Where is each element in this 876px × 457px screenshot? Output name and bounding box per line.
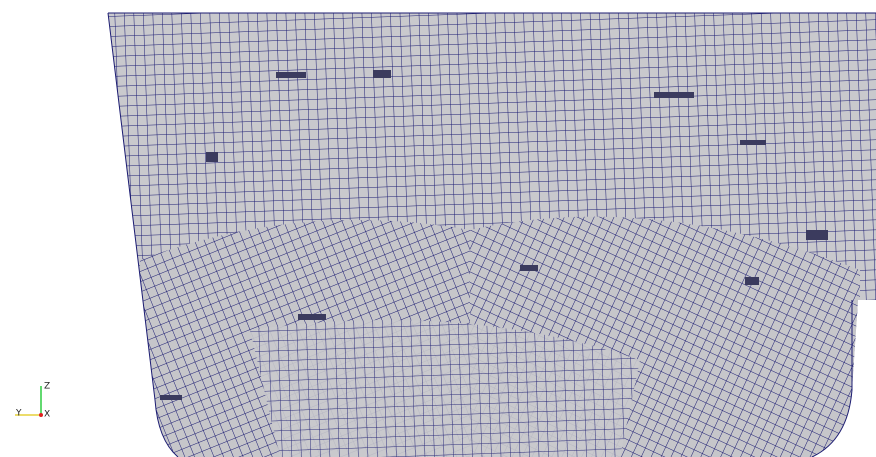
- axes-triad: Z Y X: [15, 382, 50, 420]
- z-label: Z: [44, 382, 50, 392]
- mesh-surface: [100, 10, 876, 457]
- x-label: X: [44, 410, 50, 420]
- x-axis: [39, 413, 43, 417]
- viewport: Z Y X: [0, 0, 876, 457]
- y-label: Y: [15, 409, 22, 419]
- page: Z Y X (() => { const data = JSON.parse(d…: [0, 0, 876, 457]
